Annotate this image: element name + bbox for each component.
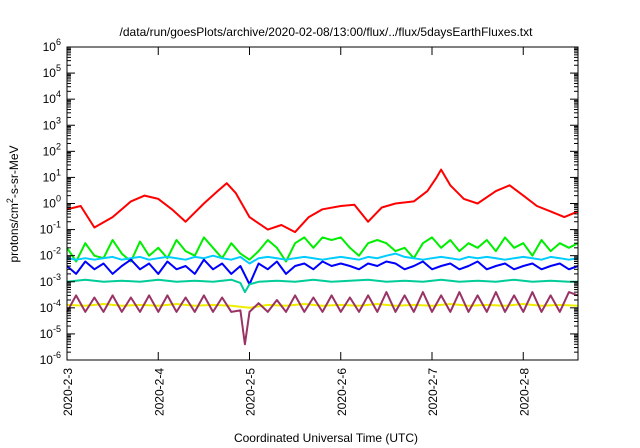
chart-title: /data/run/goesPlots/archive/2020-02-08/1…: [120, 25, 534, 39]
series-line-2: [66, 236, 579, 263]
plot-frame: [66, 46, 579, 361]
y-tick-label: 100: [43, 194, 61, 211]
series-line-4: [66, 258, 579, 286]
y-tick-label: 104: [43, 89, 61, 106]
y-tick-label: 10-2: [40, 246, 61, 263]
x-tick-label: 2020-2-8: [517, 368, 531, 416]
x-tick-label: 2020-2-7: [426, 368, 440, 416]
y-tick-label: 10-5: [40, 324, 61, 341]
x-tick-label: 2020-2-4: [152, 368, 166, 416]
x-tick-label: 2020-2-5: [244, 368, 258, 416]
y-tick-label: 106: [43, 37, 61, 54]
x-tick-label: 2020-2-6: [335, 368, 349, 416]
series-line-6: [66, 303, 579, 309]
y-tick-label: 101: [43, 167, 61, 184]
x-tick-label: 2020-2-3: [61, 368, 75, 416]
y-tick-label: 10-1: [40, 220, 61, 237]
series-line-7: [66, 291, 579, 346]
y-axis-label: protons/cm2-s-sr-MeV: [5, 145, 21, 262]
plot-series: [66, 168, 579, 346]
y-tick-label: 103: [43, 115, 61, 132]
y-axis: 106 105 104 103 102 101 100 10-1 10-2 10-3 10-4 10-…: [40, 37, 578, 367]
y-tick-label: 102: [43, 141, 61, 158]
x-axis: 2020-2-3 2020-2-4 2020-2-5 2020-2-6 2020-2-7…: [61, 47, 531, 416]
x-axis-label: Coordinated Universal Time (UTC): [234, 431, 418, 445]
series-line-1: [66, 168, 579, 234]
y-tick-label: 105: [43, 63, 61, 80]
y-tick-label: 10-4: [40, 298, 61, 315]
series-line-3: [66, 252, 579, 265]
series-line-5: [66, 278, 578, 294]
y-tick-label: 10-6: [40, 350, 61, 367]
y-tick-label: 10-3: [40, 272, 61, 289]
